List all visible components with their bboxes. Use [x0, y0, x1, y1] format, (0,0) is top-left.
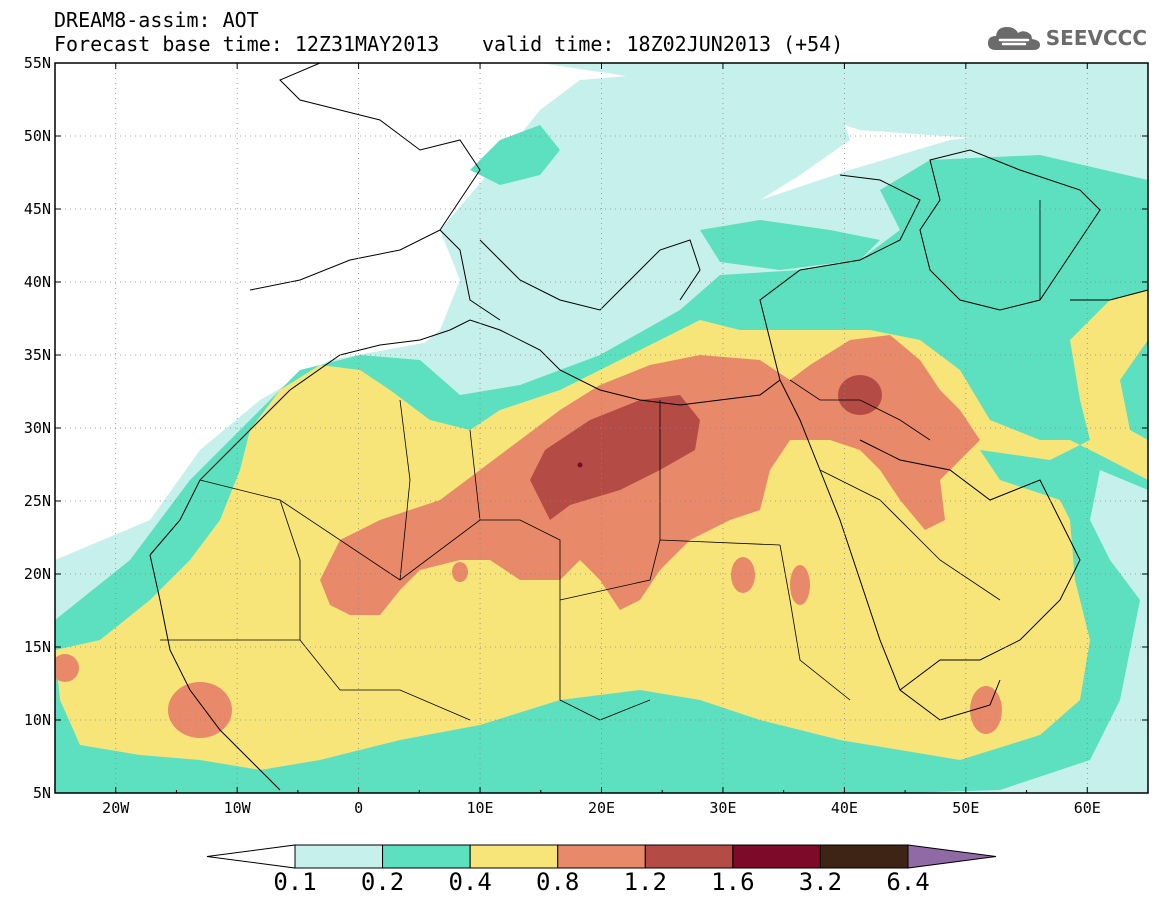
colorbar-segment	[557, 844, 646, 869]
lat-tick-label: 30N	[24, 419, 51, 437]
cloud-icon	[987, 27, 1040, 50]
country-borders	[160, 200, 1041, 721]
colorbar-high-triangle	[907, 844, 997, 869]
lat-tick-label: 15N	[24, 638, 51, 656]
coastlines	[149, 63, 1148, 791]
lon-tick-label: 10W	[224, 799, 252, 817]
colorbar-label: 6.4	[886, 868, 930, 896]
lat-tick-label: 5N	[33, 784, 51, 802]
colorbar-segment	[819, 844, 909, 869]
aot-level-1.2	[530, 375, 882, 520]
axis-ticks: 55N 50N 45N 40N 35N 30N 25N 20N 15N 10N 5N 20W 10W 0 1…	[24, 54, 1149, 817]
lat-tick-label: 25N	[24, 492, 51, 510]
lat-tick-label: 50N	[24, 127, 51, 145]
colorbar-low-triangle	[206, 844, 296, 869]
map-title: DREAM8-assim: AOT	[54, 8, 259, 32]
lat-tick-label: 40N	[24, 273, 51, 291]
lat-tick-label: 55N	[24, 54, 51, 72]
lon-tick-label: 30E	[709, 799, 736, 817]
lon-tick-label: 20W	[102, 799, 130, 817]
colorbar-segment	[294, 844, 384, 869]
graticule	[55, 63, 1148, 793]
lat-tick-label: 20N	[24, 565, 51, 583]
colorbar-label: 0.8	[536, 868, 580, 896]
lon-tick-label: 10E	[467, 799, 494, 817]
colorbar-label: 0.1	[273, 868, 317, 896]
lat-tick-label: 10N	[24, 711, 51, 729]
colorbar-segment	[469, 844, 559, 869]
lon-tick-label: 40E	[831, 799, 858, 817]
lat-tick-label: 45N	[24, 200, 51, 218]
lon-tick-label: 60E	[1074, 799, 1101, 817]
colorbar-segment	[382, 844, 471, 869]
colorbar-label: 0.4	[448, 868, 492, 896]
colorbar-label: 3.2	[798, 868, 843, 896]
colorbar-label: 1.2	[623, 868, 667, 896]
lon-tick-label: 50E	[952, 799, 979, 817]
lon-tick-label: 0	[354, 799, 363, 817]
forecast-base-time: Forecast base time: 12Z31MAY2013	[54, 32, 440, 56]
colorbar-segment	[732, 844, 821, 869]
colorbar-segment	[644, 844, 734, 869]
colorbar-label: 1.6	[711, 868, 755, 896]
logo-text: SEEVCCC	[1045, 26, 1147, 50]
colorbar	[206, 844, 997, 869]
colorbar-label: 0.2	[360, 868, 405, 896]
lat-tick-label: 35N	[24, 346, 51, 364]
seevccc-logo: SEEVCCC	[986, 22, 1147, 54]
lon-tick-label: 20E	[588, 799, 615, 817]
aot-level-1.6	[577, 462, 583, 468]
valid-time: valid time: 18Z02JUN2013 (+54)	[482, 32, 844, 56]
